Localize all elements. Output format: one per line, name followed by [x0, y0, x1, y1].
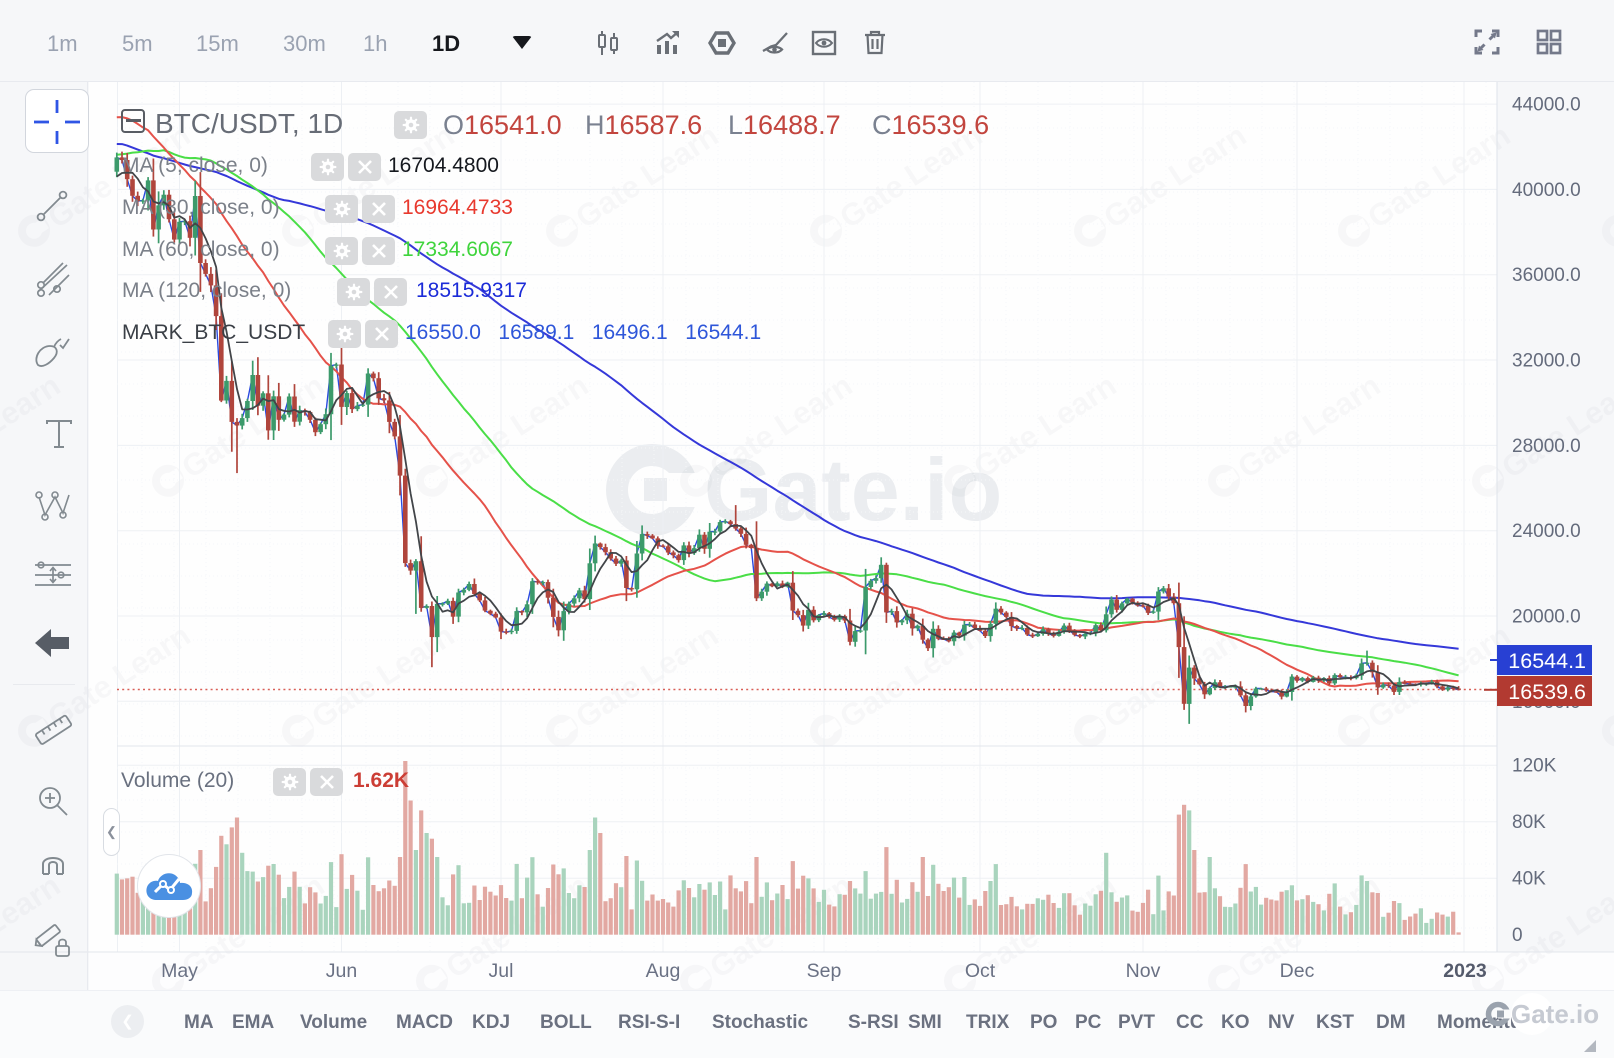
svg-text:16544.1: 16544.1: [1508, 649, 1586, 673]
svg-text:Nov: Nov: [1126, 960, 1161, 982]
svg-text:24000.0: 24000.0: [1512, 521, 1581, 542]
svg-text:Gate.io: Gate.io: [704, 440, 1002, 539]
svg-text:40000.0: 40000.0: [1512, 180, 1581, 201]
svg-text:2023: 2023: [1443, 960, 1487, 982]
svg-text:36000.0: 36000.0: [1512, 265, 1581, 286]
svg-text:16539.6: 16539.6: [1508, 680, 1586, 704]
svg-text:40K: 40K: [1512, 869, 1546, 890]
svg-text:Jul: Jul: [489, 960, 514, 982]
svg-text:May: May: [161, 960, 198, 982]
svg-text:20000.0: 20000.0: [1512, 607, 1581, 628]
svg-text:Sep: Sep: [807, 960, 842, 982]
svg-text:120K: 120K: [1512, 756, 1557, 777]
svg-text:0: 0: [1512, 925, 1523, 946]
svg-text:32000.0: 32000.0: [1512, 351, 1581, 372]
svg-text:Jun: Jun: [326, 960, 357, 982]
svg-text:44000.0: 44000.0: [1512, 95, 1581, 116]
svg-text:Dec: Dec: [1280, 960, 1315, 982]
svg-text:28000.0: 28000.0: [1512, 436, 1581, 457]
svg-text:Aug: Aug: [646, 960, 681, 982]
svg-text:80K: 80K: [1512, 812, 1546, 833]
svg-text:Oct: Oct: [965, 960, 996, 982]
svg-text:Gate.io: Gate.io: [1511, 999, 1599, 1029]
